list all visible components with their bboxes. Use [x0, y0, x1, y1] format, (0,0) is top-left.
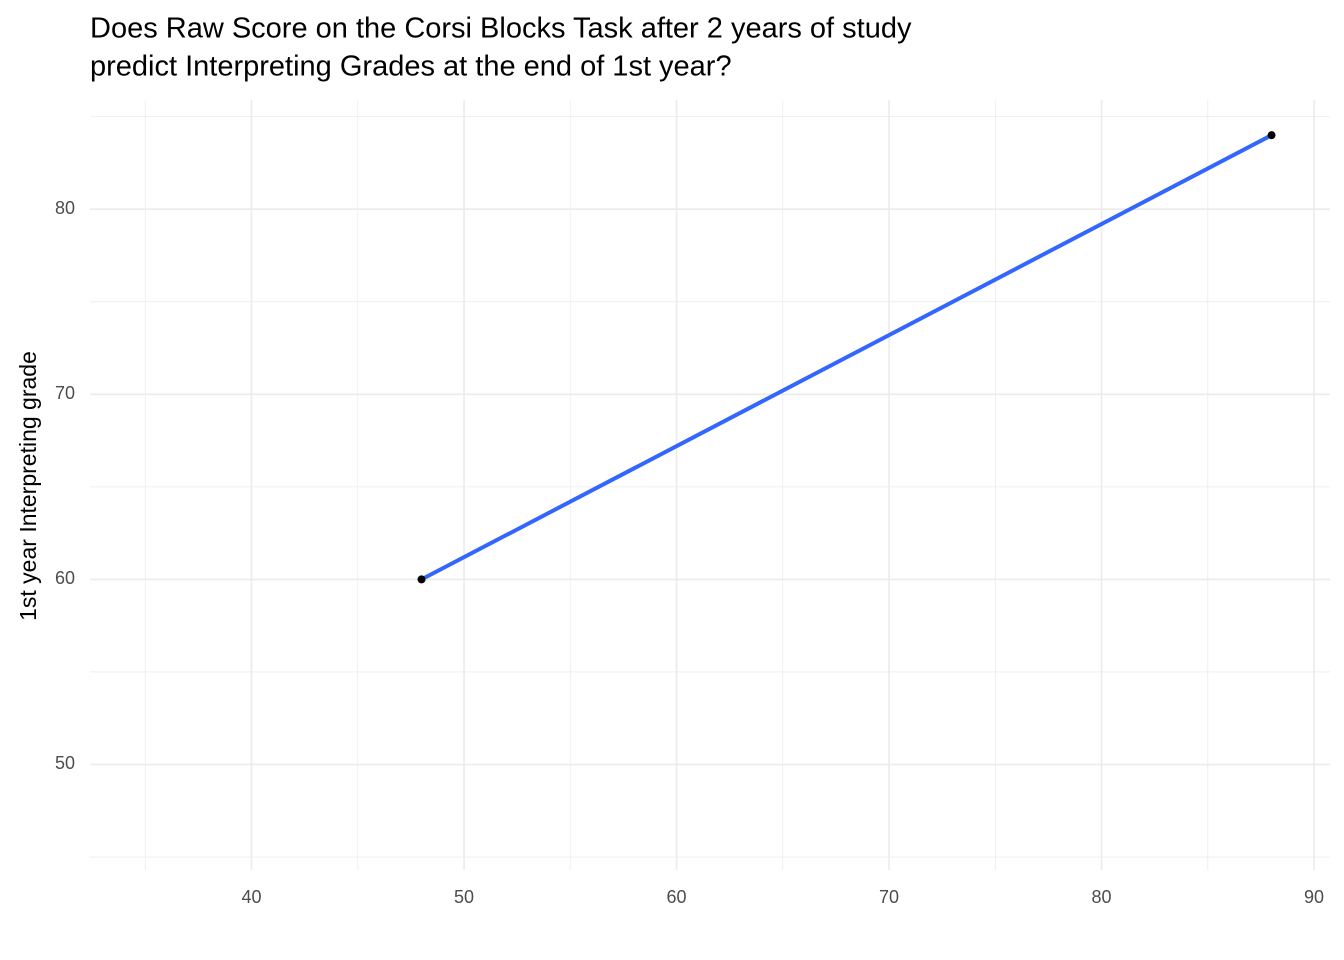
x-tick-label: 70: [879, 887, 899, 907]
y-tick-label: 50: [55, 753, 75, 773]
x-tick-label: 40: [241, 887, 261, 907]
x-tick-label: 80: [1092, 887, 1112, 907]
x-tick-label: 50: [454, 887, 474, 907]
x-tick-label: 60: [667, 887, 687, 907]
fit-line: [420, 133, 1273, 582]
y-tick-label: 60: [55, 568, 75, 588]
point: [417, 575, 426, 584]
y-tick-label: 80: [55, 198, 75, 218]
y-axis-label: 1st year Interpreting grade: [15, 351, 41, 621]
point: [1267, 131, 1276, 140]
y-tick-label: 70: [55, 383, 75, 403]
chart-title: predict Interpreting Grades at the end o…: [90, 51, 732, 83]
chart-title: Does Raw Score on the Corsi Blocks Task …: [90, 13, 912, 45]
x-tick-label: 90: [1304, 887, 1324, 907]
